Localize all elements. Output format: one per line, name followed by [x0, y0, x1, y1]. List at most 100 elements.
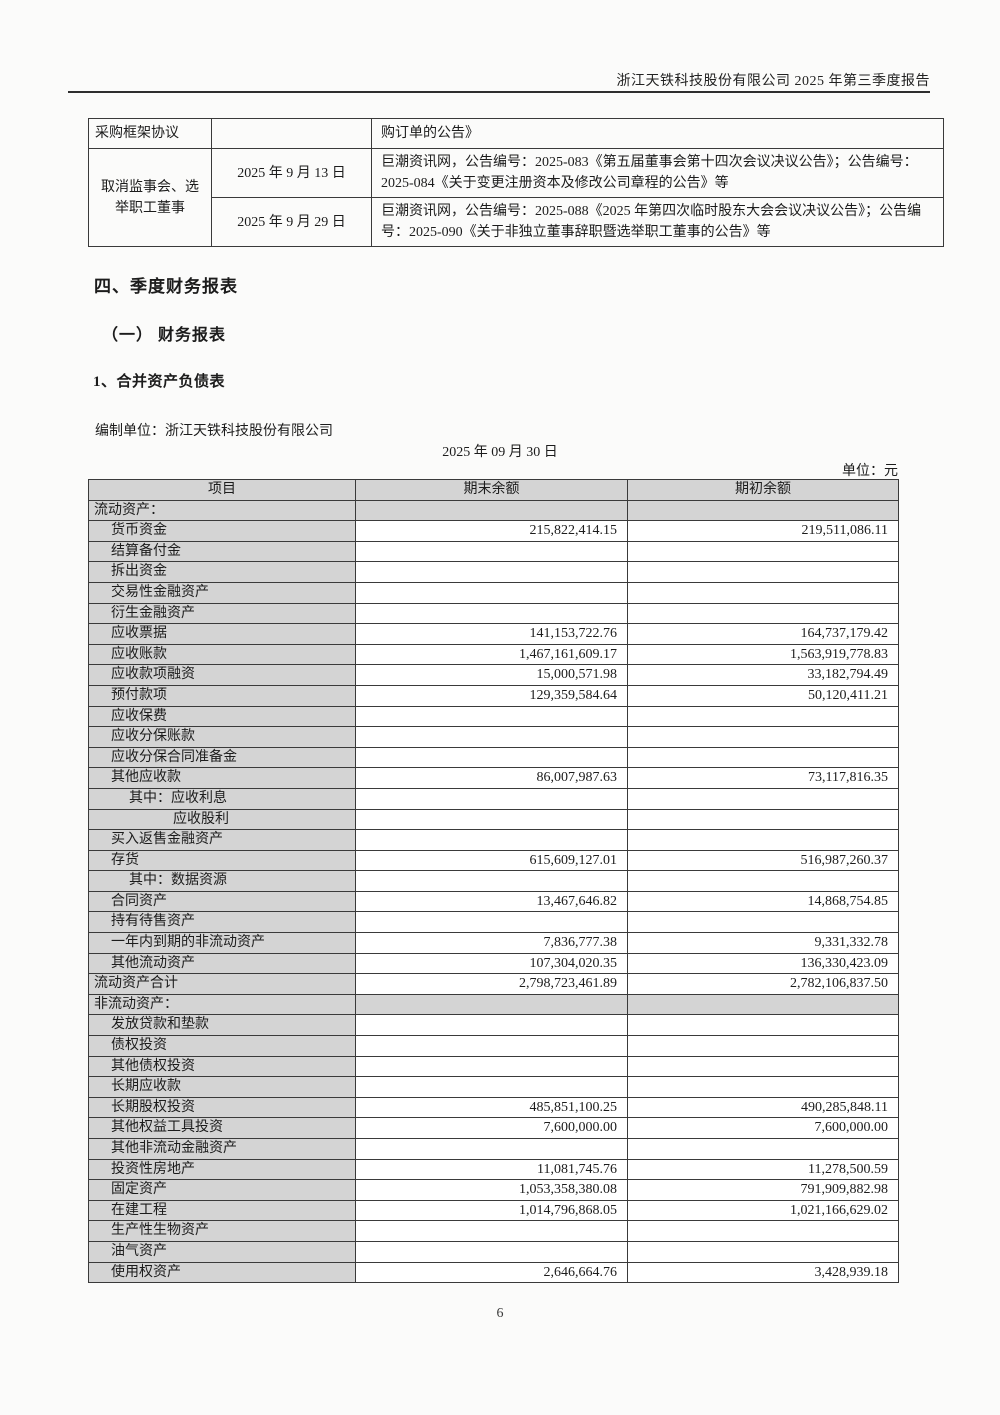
beginning-balance-cell: 490,285,848.11	[627, 1096, 899, 1119]
item-label-cell: 应收款项融资	[88, 664, 356, 686]
item-label-cell: 非流动资产：	[88, 993, 356, 1016]
prepared-by-line: 编制单位：浙江天铁科技股份有限公司	[95, 424, 333, 439]
beginning-balance-cell: 33,182,794.49	[627, 664, 899, 686]
balance-sheet-row: 投资性房地产 11,081,745.76 11,278,500.59	[88, 1158, 899, 1181]
beginning-balance-cell	[627, 1055, 899, 1078]
beginning-balance-cell	[627, 870, 899, 892]
announcement-date-cell: 2025 年 9 月 29 日	[211, 197, 372, 247]
beginning-balance-cell	[627, 911, 899, 934]
beginning-balance-cell: 73,117,816.35	[627, 767, 899, 789]
beginning-balance-cell	[627, 1076, 899, 1098]
unit-label: 单位：元	[842, 464, 898, 479]
balance-sheet-row: 衍生金融资产	[88, 602, 899, 625]
balance-sheet-row: 应收分保合同准备金	[88, 746, 899, 769]
beginning-balance-cell: 1,563,919,778.83	[627, 643, 899, 666]
page-number: 6	[496, 1306, 504, 1321]
ending-balance-cell	[355, 540, 628, 563]
balance-sheet-row: 预付款项 129,359,584.64 50,120,411.21	[88, 684, 899, 707]
item-label-cell: 应收分保账款	[88, 726, 356, 748]
ending-balance-cell	[355, 993, 628, 1016]
header-divider-line	[68, 91, 930, 93]
item-label-cell: 其他非流动金融资产	[88, 1138, 356, 1160]
table-row: 取消监事会、选举职工董事 2025 年 9 月 13 日 巨潮资讯网，公告编号：…	[88, 148, 944, 247]
beginning-balance-cell	[627, 705, 899, 728]
ending-balance-cell	[355, 705, 628, 728]
item-label-cell: 其他流动资产	[88, 952, 356, 975]
balance-sheet-row: 应收账款 1,467,161,609.17 1,563,919,778.83	[88, 643, 899, 666]
announcement-topic-cell: 取消监事会、选举职工董事	[88, 148, 212, 247]
item-label-cell: 长期股权投资	[88, 1096, 356, 1119]
beginning-balance-cell	[627, 726, 899, 748]
ending-balance-cell	[355, 1240, 628, 1263]
beginning-balance-cell	[627, 561, 899, 583]
ending-balance-cell: 129,359,584.64	[355, 684, 628, 707]
item-label-cell: 结算备付金	[88, 540, 356, 563]
item-label-cell: 生产性生物资产	[88, 1220, 356, 1242]
item-label-cell: 其他应收款	[88, 767, 356, 789]
balance-sheet-row: 拆出资金	[88, 561, 899, 583]
balance-sheet-header-row: 项目 期末余额 期初余额	[88, 479, 899, 501]
beginning-balance-cell	[627, 1240, 899, 1263]
ending-balance-cell: 1,053,358,380.08	[355, 1179, 628, 1201]
beginning-balance-cell: 516,987,260.37	[627, 849, 899, 872]
balance-sheet-row: 固定资产 1,053,358,380.08 791,909,882.98	[88, 1179, 899, 1201]
announcement-topic-cell: 采购框架协议	[88, 118, 212, 149]
balance-sheet-row: 其他非流动金融资产	[88, 1138, 899, 1160]
announcement-date-cell: 2025 年 9 月 13 日	[211, 148, 372, 198]
balance-sheet-row: 在建工程 1,014,796,868.05 1,021,166,629.02	[88, 1199, 899, 1222]
ending-balance-cell: 2,798,723,461.89	[355, 973, 628, 995]
beginning-balance-cell	[627, 1138, 899, 1160]
ending-balance-cell	[355, 746, 628, 769]
beginning-balance-cell: 164,737,179.42	[627, 623, 899, 645]
ending-balance-cell	[355, 602, 628, 625]
item-label-cell: 其中：应收利息	[88, 787, 356, 810]
item-label-cell: 应收账款	[88, 643, 356, 666]
balance-sheet-row: 应收保费	[88, 705, 899, 728]
beginning-balance-cell	[627, 540, 899, 563]
ending-balance-cell	[355, 787, 628, 810]
column-header-beginning-balance: 期初余额	[627, 479, 899, 501]
beginning-balance-cell: 1,021,166,629.02	[627, 1199, 899, 1222]
ending-balance-cell: 1,467,161,609.17	[355, 643, 628, 666]
section-heading-quarterly-statements: 四、季度财务报表	[94, 277, 238, 296]
balance-sheet-row: 货币资金 215,822,414.15 219,511,086.11	[88, 520, 899, 542]
beginning-balance-cell: 9,331,332.78	[627, 932, 899, 954]
ending-balance-cell: 2,646,664.76	[355, 1261, 628, 1284]
balance-sheet-row: 债权投资	[88, 1035, 899, 1057]
balance-sheet-row: 结算备付金	[88, 540, 899, 563]
item-label-cell: 应收股利	[88, 808, 356, 831]
item-label-cell: 在建工程	[88, 1199, 356, 1222]
announcement-detail-cell: 购订单的公告》	[371, 118, 944, 149]
balance-sheet-row: 生产性生物资产	[88, 1220, 899, 1242]
item-label-cell: 持有待售资产	[88, 911, 356, 934]
ending-balance-cell	[355, 911, 628, 934]
item-label-cell: 固定资产	[88, 1179, 356, 1201]
beginning-balance-cell	[627, 993, 899, 1016]
balance-sheet-row: 应收股利	[88, 808, 899, 831]
balance-sheet-row: 流动资产合计 2,798,723,461.89 2,782,106,837.50	[88, 973, 899, 995]
beginning-balance-cell	[627, 581, 899, 604]
beginning-balance-cell: 7,600,000.00	[627, 1117, 899, 1139]
ending-balance-cell: 141,153,722.76	[355, 623, 628, 645]
item-label-cell: 存货	[88, 849, 356, 872]
announcements-table: 采购框架协议 购订单的公告》 取消监事会、选举职工董事 2025 年 9 月 1…	[88, 118, 944, 247]
table-row: 采购框架协议 购订单的公告》	[88, 118, 944, 149]
beginning-balance-cell	[627, 787, 899, 810]
announcement-detail-cell: 巨潮资讯网，公告编号：2025-083《第五届董事会第十四次会议决议公告》；公告…	[371, 148, 944, 198]
balance-sheet-row: 其他权益工具投资 7,600,000.00 7,600,000.00	[88, 1117, 899, 1139]
beginning-balance-cell: 50,120,411.21	[627, 684, 899, 707]
item-label-cell: 发放贷款和垫款	[88, 1014, 356, 1037]
ending-balance-cell: 1,014,796,868.05	[355, 1199, 628, 1222]
beginning-balance-cell	[627, 499, 899, 522]
report-date-line: 2025 年 09 月 30 日	[442, 445, 558, 460]
balance-sheet-table: 项目 期末余额 期初余额 流动资产： 货币资金 215,822,414.15 219,…	[88, 479, 899, 1284]
subsection-heading-consolidated-balance-sheet: 1、合并资产负债表	[93, 374, 226, 390]
item-label-cell: 应收票据	[88, 623, 356, 645]
ending-balance-cell	[355, 870, 628, 892]
beginning-balance-cell: 219,511,086.11	[627, 520, 899, 542]
ending-balance-cell	[355, 581, 628, 604]
beginning-balance-cell: 3,428,939.18	[627, 1261, 899, 1284]
balance-sheet-row: 其他债权投资	[88, 1055, 899, 1078]
balance-sheet-row: 发放贷款和垫款	[88, 1014, 899, 1037]
